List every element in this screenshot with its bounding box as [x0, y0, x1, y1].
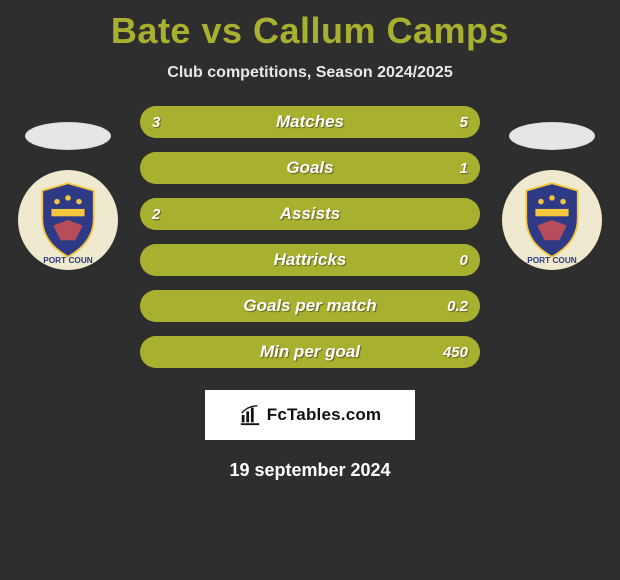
stat-fill-right [140, 336, 480, 368]
stat-fill-right [140, 244, 480, 276]
brand-text: FcTables.com [267, 405, 382, 425]
stat-fill-right [268, 106, 481, 138]
stat-row: Goals1 [140, 152, 480, 184]
brand-box[interactable]: FcTables.com [205, 390, 415, 440]
chart-bar-icon [239, 404, 261, 426]
page-title: Bate vs Callum Camps [0, 0, 620, 52]
stat-fill-left [140, 106, 268, 138]
stats-bars: Matches35 Goals1 Assists2 Hattricks0 Goals p… [140, 106, 480, 368]
stat-row: Goals per match0.2 [140, 290, 480, 322]
stat-row: Matches35 [140, 106, 480, 138]
subtitle: Club competitions, Season 2024/2025 [0, 64, 620, 82]
stats-container: Matches35 Goals1 Assists2 Hattricks0 Goals p… [0, 106, 620, 368]
stat-row: Assists2 [140, 198, 480, 230]
stat-row: Min per goal450 [140, 336, 480, 368]
stat-row: Hattricks0 [140, 244, 480, 276]
date-text: 19 september 2024 [0, 460, 620, 481]
stat-fill-right [140, 152, 480, 184]
stat-fill-left [140, 198, 480, 230]
stat-fill-right [140, 290, 480, 322]
